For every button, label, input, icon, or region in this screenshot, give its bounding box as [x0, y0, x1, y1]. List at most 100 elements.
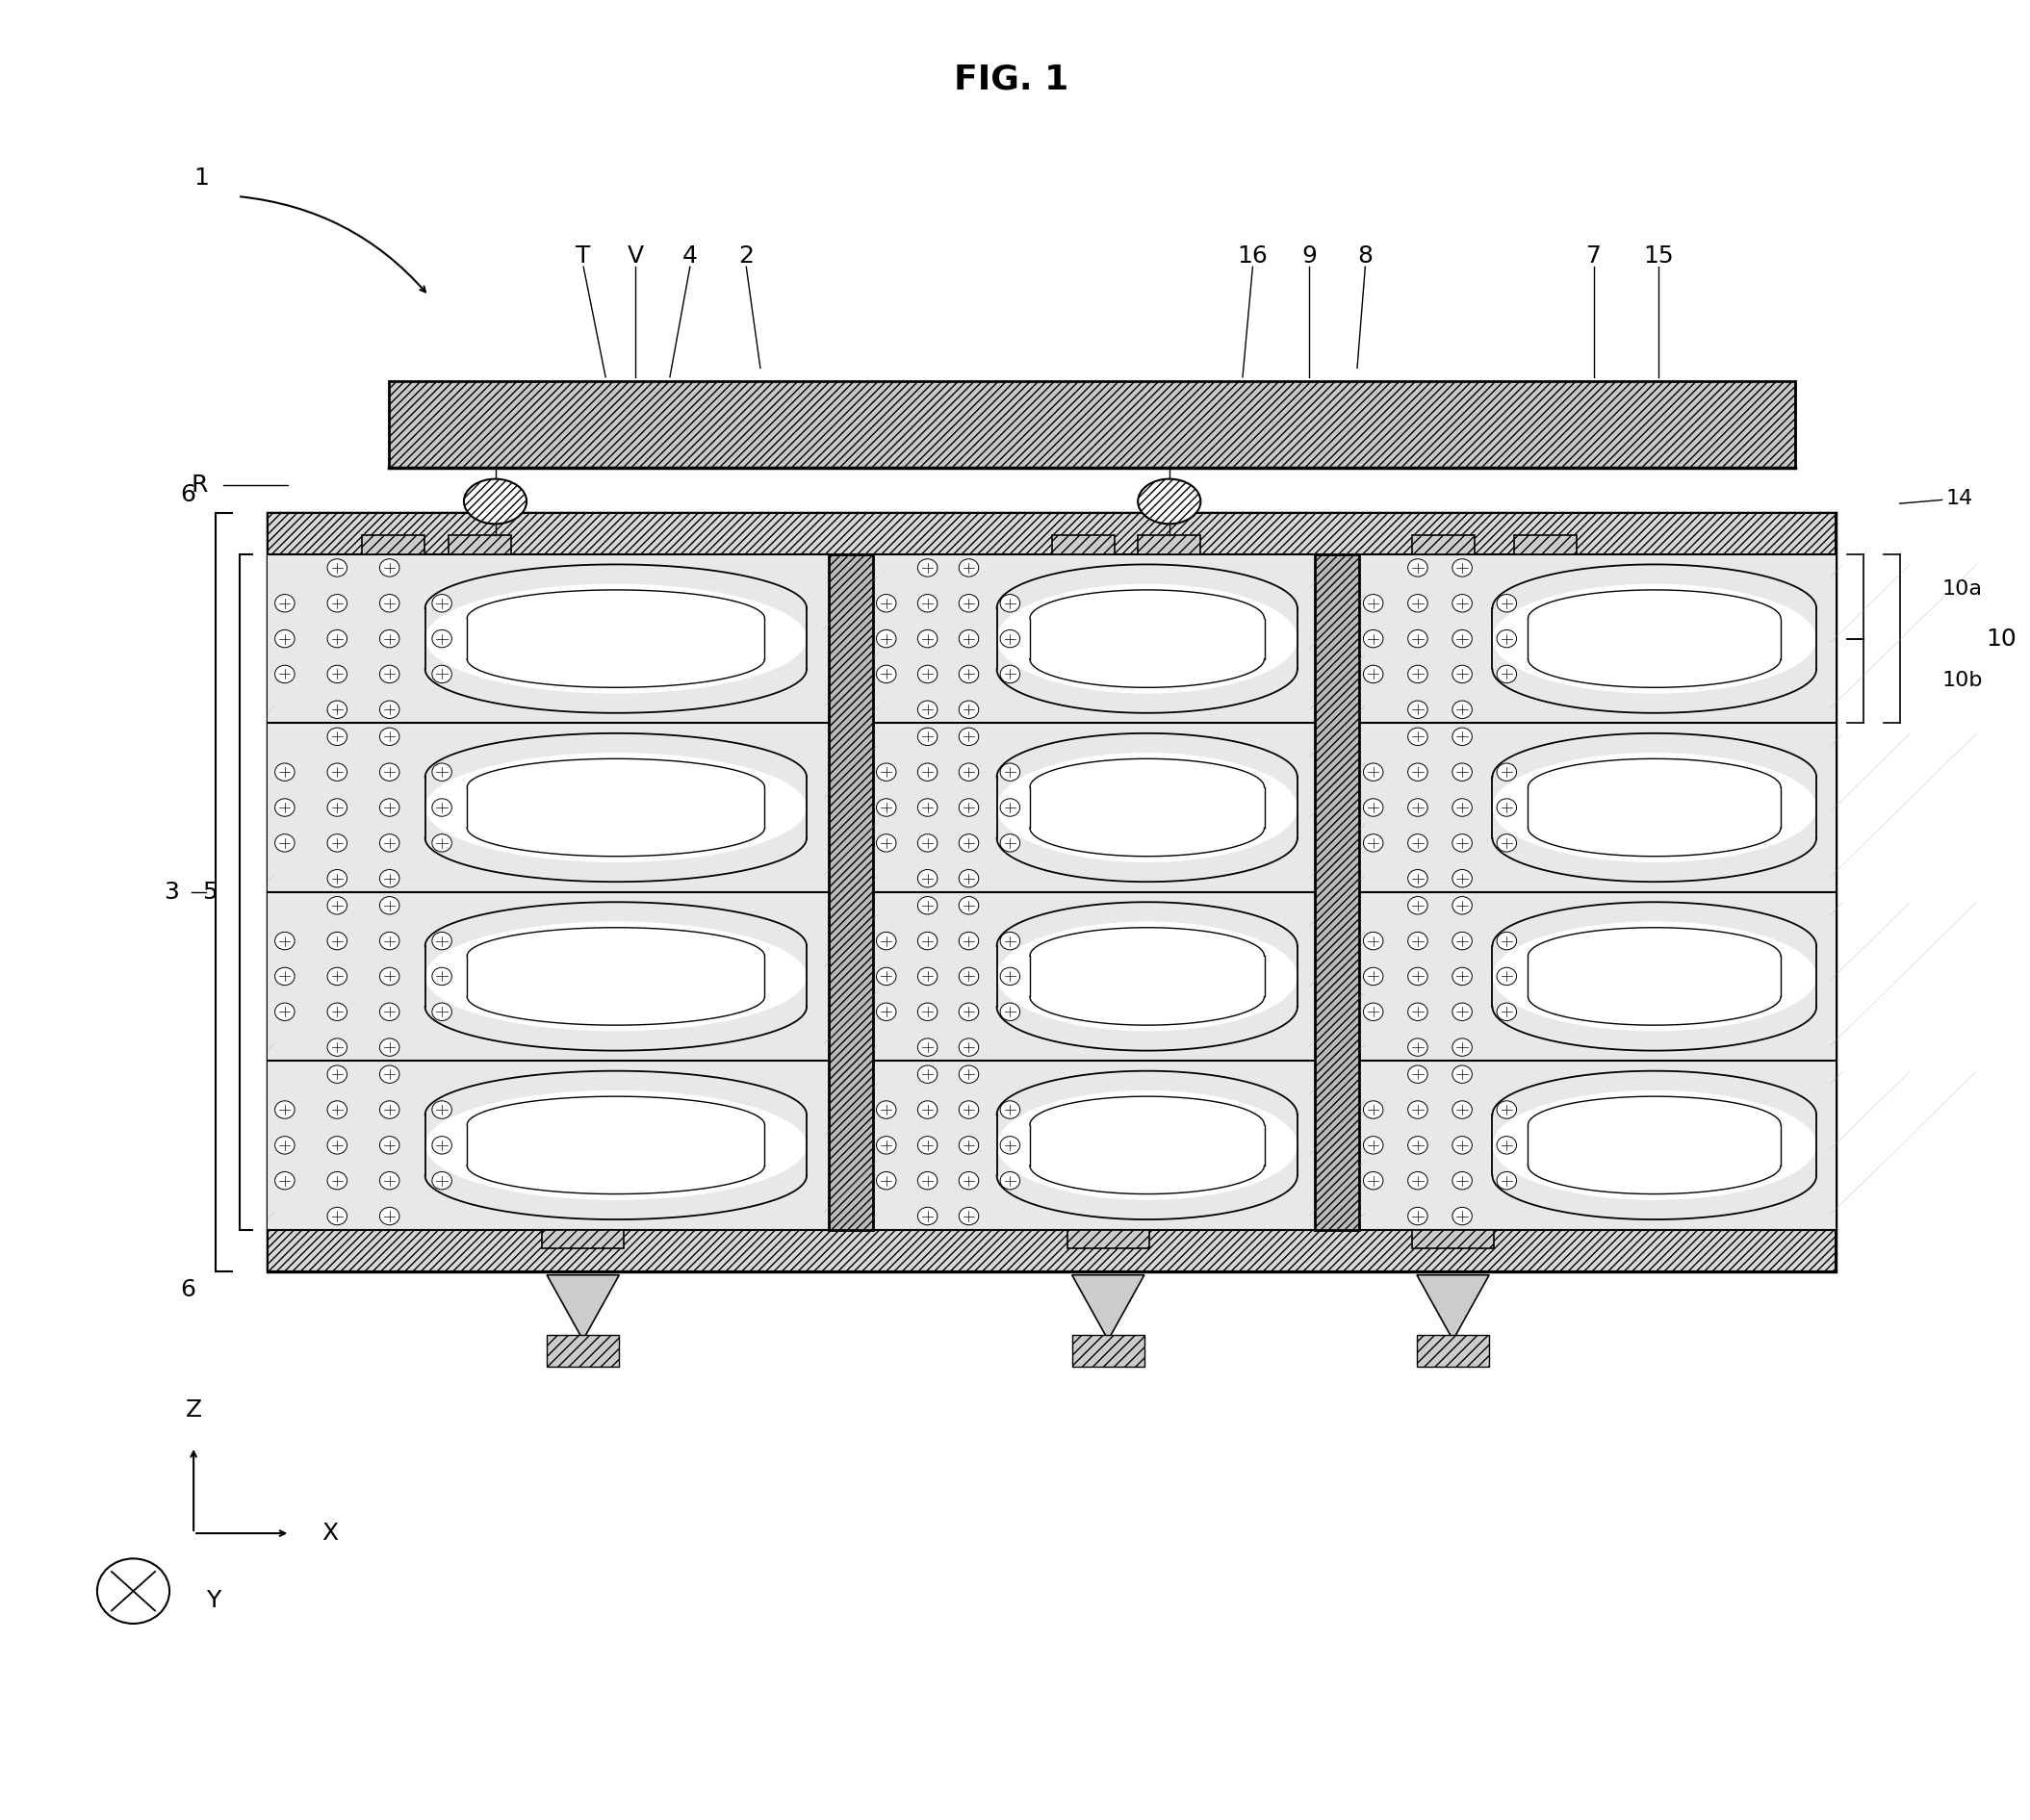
Polygon shape	[1072, 1276, 1145, 1340]
Circle shape	[877, 1101, 895, 1119]
Circle shape	[380, 1101, 400, 1119]
Circle shape	[1409, 834, 1427, 852]
Circle shape	[1451, 630, 1472, 648]
Circle shape	[1409, 1003, 1427, 1021]
Text: 9: 9	[1301, 244, 1317, 268]
Circle shape	[1409, 1101, 1427, 1119]
Circle shape	[1451, 701, 1472, 719]
Circle shape	[1364, 1136, 1382, 1154]
Text: 10a: 10a	[1943, 579, 1983, 599]
Text: 10b: 10b	[1943, 672, 1983, 690]
Circle shape	[327, 630, 347, 648]
Circle shape	[958, 870, 978, 888]
Circle shape	[1001, 932, 1019, 950]
Circle shape	[380, 897, 400, 914]
Circle shape	[1451, 1101, 1472, 1119]
Bar	[1364, 897, 1829, 1056]
Circle shape	[1409, 701, 1427, 719]
Text: 10: 10	[1985, 628, 2016, 650]
Bar	[1139, 535, 1200, 555]
Circle shape	[274, 799, 294, 817]
Text: Y: Y	[205, 1589, 221, 1613]
Circle shape	[1451, 763, 1472, 781]
Text: 3: 3	[164, 881, 179, 903]
Circle shape	[1001, 763, 1019, 781]
Bar	[879, 897, 1309, 1056]
Ellipse shape	[424, 584, 806, 693]
Circle shape	[432, 834, 453, 852]
Circle shape	[958, 666, 978, 682]
Circle shape	[327, 559, 347, 577]
Bar	[879, 1067, 1309, 1225]
Text: R: R	[191, 473, 207, 497]
Circle shape	[380, 834, 400, 852]
Circle shape	[380, 701, 400, 719]
Circle shape	[274, 595, 294, 612]
Circle shape	[274, 968, 294, 985]
Circle shape	[918, 666, 938, 682]
Circle shape	[1496, 932, 1516, 950]
Ellipse shape	[1492, 584, 1817, 693]
Circle shape	[918, 595, 938, 612]
Circle shape	[1496, 799, 1516, 817]
Text: 14: 14	[1947, 488, 1973, 508]
Text: 8: 8	[1358, 244, 1372, 268]
Circle shape	[327, 701, 347, 719]
Circle shape	[918, 1172, 938, 1190]
Circle shape	[327, 1101, 347, 1119]
Bar	[879, 728, 1309, 886]
Circle shape	[1451, 1207, 1472, 1225]
Circle shape	[1496, 763, 1516, 781]
Circle shape	[877, 630, 895, 648]
Circle shape	[274, 630, 294, 648]
Circle shape	[1001, 1101, 1019, 1119]
Bar	[1413, 1230, 1494, 1249]
Circle shape	[1451, 968, 1472, 985]
Circle shape	[1364, 630, 1382, 648]
Circle shape	[327, 799, 347, 817]
Circle shape	[1451, 870, 1472, 888]
Circle shape	[1001, 1136, 1019, 1154]
Circle shape	[380, 799, 400, 817]
Bar	[274, 561, 822, 717]
Bar	[1072, 1334, 1145, 1367]
Circle shape	[1451, 799, 1472, 817]
Circle shape	[327, 1039, 347, 1056]
Circle shape	[327, 897, 347, 914]
Circle shape	[380, 763, 400, 781]
Circle shape	[327, 968, 347, 985]
Circle shape	[327, 1172, 347, 1190]
Bar	[274, 728, 822, 886]
Circle shape	[1409, 728, 1427, 746]
Bar	[268, 555, 1835, 1230]
Circle shape	[958, 1101, 978, 1119]
Circle shape	[432, 666, 453, 682]
Bar	[274, 1067, 822, 1225]
Circle shape	[958, 834, 978, 852]
Bar	[1417, 1334, 1490, 1367]
Circle shape	[327, 666, 347, 682]
Ellipse shape	[1492, 1090, 1817, 1199]
Circle shape	[877, 763, 895, 781]
Bar	[449, 535, 512, 555]
Ellipse shape	[424, 753, 806, 863]
Bar	[1315, 555, 1358, 1230]
Circle shape	[380, 728, 400, 746]
Circle shape	[877, 1172, 895, 1190]
Bar	[546, 1334, 619, 1367]
Circle shape	[1409, 1136, 1427, 1154]
Bar	[274, 897, 822, 1056]
Circle shape	[877, 932, 895, 950]
Circle shape	[380, 630, 400, 648]
Circle shape	[380, 666, 400, 682]
Circle shape	[1409, 870, 1427, 888]
Ellipse shape	[1492, 753, 1817, 863]
Circle shape	[1451, 1065, 1472, 1083]
Circle shape	[1001, 630, 1019, 648]
Circle shape	[1451, 897, 1472, 914]
Ellipse shape	[997, 584, 1297, 693]
Circle shape	[958, 728, 978, 746]
Circle shape	[958, 799, 978, 817]
Circle shape	[380, 1136, 400, 1154]
Circle shape	[1364, 834, 1382, 852]
